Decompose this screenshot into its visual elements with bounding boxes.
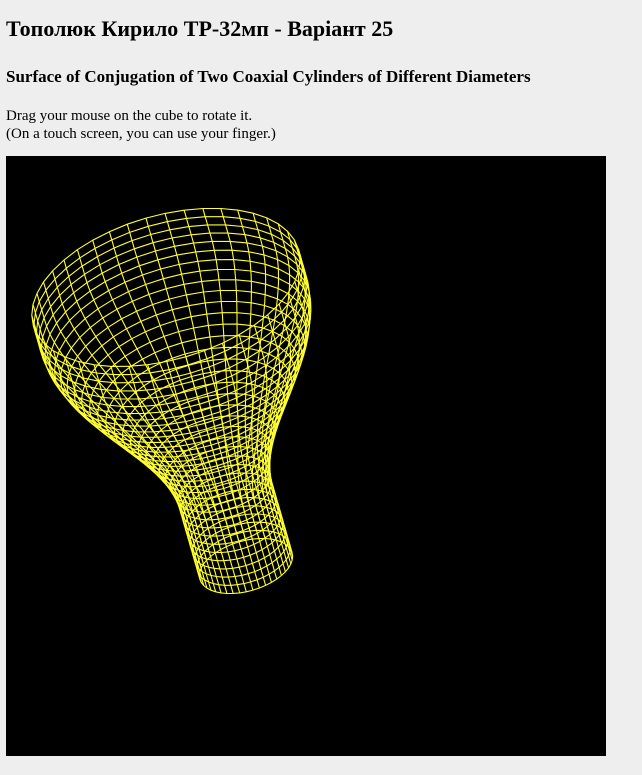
wire-meridian bbox=[92, 240, 222, 550]
instructions-line-1: Drag your mouse on the cube to rotate it… bbox=[6, 108, 253, 124]
wire-meridian bbox=[203, 350, 260, 589]
wire-meridian bbox=[268, 270, 311, 561]
wire-meridian bbox=[251, 324, 278, 580]
surface-wireframe[interactable] bbox=[6, 156, 606, 756]
wire-meridian bbox=[261, 303, 292, 572]
wire-meridian bbox=[183, 210, 253, 540]
wire-meridian bbox=[76, 249, 216, 554]
webgl-canvas[interactable] bbox=[6, 156, 606, 756]
instructions: Drag your mouse on the cube to rotate it… bbox=[6, 87, 636, 143]
wire-meridian bbox=[52, 350, 208, 589]
wire-meridian bbox=[238, 334, 273, 583]
instructions-line-2: (On a touch screen, you can use your fin… bbox=[6, 126, 276, 142]
wire-meridian bbox=[147, 364, 241, 594]
wire-meridian bbox=[237, 209, 272, 540]
page-subtitle: Surface of Conjugation of Two Coaxial Cy… bbox=[6, 67, 531, 86]
page: Тополюк Кирило ТР-32мп - Варіант 25 Surf… bbox=[0, 0, 642, 143]
wire-meridian bbox=[31, 315, 200, 576]
wire-meridian bbox=[108, 231, 227, 547]
wire-meridian bbox=[164, 213, 247, 541]
wire-meridian bbox=[221, 343, 267, 586]
wire-meridian bbox=[220, 208, 266, 539]
wire-meridian bbox=[36, 293, 202, 569]
wire-meridian bbox=[185, 356, 254, 591]
wire-meridian bbox=[64, 356, 212, 591]
wire-meridian bbox=[202, 208, 260, 539]
wire-meridian bbox=[63, 259, 212, 557]
wire-meridian bbox=[269, 259, 312, 557]
wire-meridian bbox=[166, 361, 247, 592]
wire-meridian bbox=[126, 224, 234, 545]
wire-meridian bbox=[93, 364, 222, 594]
wire-meridian bbox=[78, 361, 217, 592]
wire-meridian bbox=[110, 366, 228, 594]
wire-meridian bbox=[257, 314, 282, 576]
wire-meridian bbox=[128, 366, 234, 594]
page-title: Тополюк Кирило ТР-32мп - Варіант 25 bbox=[6, 16, 394, 41]
wire-meridian bbox=[264, 292, 300, 569]
